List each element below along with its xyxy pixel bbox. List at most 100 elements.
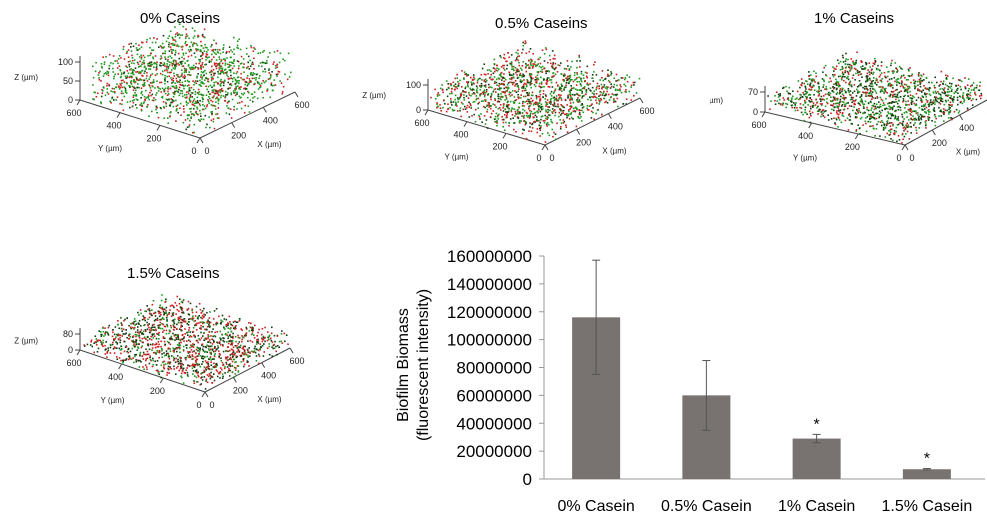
biofilm-cell bbox=[132, 89, 135, 91]
biofilm-cell bbox=[138, 48, 141, 50]
biofilm-cell bbox=[483, 90, 485, 92]
biofilm-cell bbox=[521, 87, 523, 89]
biofilm-cell bbox=[847, 75, 849, 78]
biofilm-cell bbox=[841, 101, 844, 103]
biofilm-cell bbox=[502, 110, 505, 112]
biofilm-cell bbox=[826, 102, 829, 105]
biofilm-cell bbox=[214, 72, 216, 75]
biofilm-cell bbox=[174, 59, 176, 62]
biofilm-cell bbox=[586, 82, 589, 85]
biofilm-cell bbox=[259, 86, 261, 89]
biofilm-cell bbox=[470, 88, 472, 91]
biofilm-cell bbox=[869, 90, 872, 92]
biofilm-cell bbox=[925, 99, 928, 101]
biofilm-cell bbox=[943, 92, 945, 94]
biofilm-cell bbox=[581, 90, 583, 93]
biofilm-cell bbox=[192, 365, 195, 368]
biofilm-cell bbox=[208, 358, 210, 360]
biofilm-cell bbox=[169, 338, 172, 341]
biofilm-cell bbox=[447, 108, 449, 111]
biofilm-cell bbox=[241, 347, 244, 349]
biofilm-cell bbox=[556, 71, 559, 73]
biofilm-cell bbox=[176, 74, 178, 76]
biofilm-cell bbox=[830, 104, 832, 106]
biofilm-cell bbox=[552, 62, 555, 64]
biofilm-cell bbox=[202, 36, 205, 38]
biofilm-cell bbox=[165, 40, 168, 43]
biofilm-cell bbox=[918, 118, 920, 120]
biofilm-cell bbox=[454, 89, 456, 91]
biofilm-cell bbox=[571, 97, 573, 100]
biofilm-cell bbox=[203, 307, 205, 310]
biofilm-cell bbox=[581, 97, 583, 99]
biofilm-cell bbox=[188, 98, 191, 100]
biofilm-cell bbox=[162, 360, 165, 363]
biofilm-cell bbox=[577, 94, 580, 97]
biofilm-cell bbox=[137, 66, 140, 68]
biofilm-cell bbox=[532, 113, 534, 115]
biofilm-cell bbox=[962, 97, 964, 99]
biofilm-cell bbox=[863, 112, 865, 114]
biofilm-cell bbox=[832, 105, 834, 107]
y-tick-label: 200 bbox=[845, 142, 860, 152]
biofilm-cell bbox=[165, 68, 168, 70]
biofilm-cell bbox=[566, 79, 569, 81]
biofilm-cell bbox=[228, 64, 231, 66]
biofilm-cell bbox=[878, 110, 881, 113]
biofilm-cell bbox=[250, 63, 253, 65]
biofilm-cell bbox=[858, 85, 860, 87]
biofilm-cell bbox=[895, 101, 898, 103]
biofilm-cell bbox=[142, 41, 144, 44]
biofilm-cell bbox=[837, 59, 839, 61]
z-tick-label: 0 bbox=[416, 105, 421, 115]
biofilm-cell bbox=[270, 74, 272, 77]
biofilm-cell bbox=[548, 102, 551, 104]
biofilm-cell bbox=[500, 71, 503, 74]
biofilm-cell bbox=[210, 103, 213, 106]
biofilm-cell bbox=[580, 115, 582, 118]
biofilm-cell bbox=[179, 34, 182, 36]
biofilm-cell bbox=[546, 116, 549, 119]
biofilm-cell bbox=[910, 114, 912, 116]
biofilm-cell bbox=[884, 75, 886, 78]
biofilm-cell bbox=[208, 96, 210, 98]
biofilm-cell bbox=[165, 298, 167, 301]
biofilm-cell bbox=[939, 88, 942, 90]
biofilm-cell bbox=[553, 100, 556, 102]
biofilm-cell bbox=[190, 344, 192, 346]
biofilm-cell bbox=[578, 80, 580, 83]
biofilm-cell bbox=[544, 94, 547, 96]
biofilm-cell bbox=[190, 86, 193, 89]
biofilm-cell bbox=[143, 79, 146, 82]
biofilm-cell bbox=[128, 63, 130, 66]
biofilm-cell bbox=[528, 66, 530, 69]
biofilm-cell bbox=[484, 84, 487, 86]
biofilm-cell bbox=[197, 119, 200, 121]
biofilm-cell bbox=[144, 98, 146, 101]
biofilm-cell bbox=[124, 89, 127, 92]
biofilm-cell bbox=[834, 122, 836, 124]
biofilm-cell bbox=[511, 90, 514, 92]
biofilm-cell bbox=[186, 331, 188, 334]
biofilm-cell bbox=[473, 76, 475, 78]
biofilm-cell bbox=[934, 90, 937, 93]
biofilm-cell bbox=[584, 93, 587, 96]
biofilm-cell bbox=[162, 309, 165, 311]
biofilm-cell bbox=[129, 100, 132, 103]
biofilm-cell bbox=[591, 74, 594, 76]
biofilm-cell bbox=[120, 345, 122, 348]
biofilm-cell bbox=[471, 88, 474, 91]
biofilm-cell bbox=[206, 105, 208, 108]
biofilm-cell bbox=[560, 73, 563, 75]
biofilm-cell bbox=[206, 325, 209, 328]
biofilm-cell bbox=[901, 133, 904, 136]
biofilm-cell bbox=[187, 300, 190, 303]
biofilm-cell bbox=[560, 97, 562, 100]
biofilm-cell bbox=[451, 104, 453, 106]
biofilm-cell bbox=[250, 80, 252, 82]
biofilm-cell bbox=[578, 98, 581, 101]
biofilm-cell bbox=[224, 90, 227, 93]
biofilm-cell bbox=[176, 81, 179, 84]
biofilm-cell bbox=[864, 120, 867, 123]
biofilm-cell bbox=[848, 114, 850, 116]
